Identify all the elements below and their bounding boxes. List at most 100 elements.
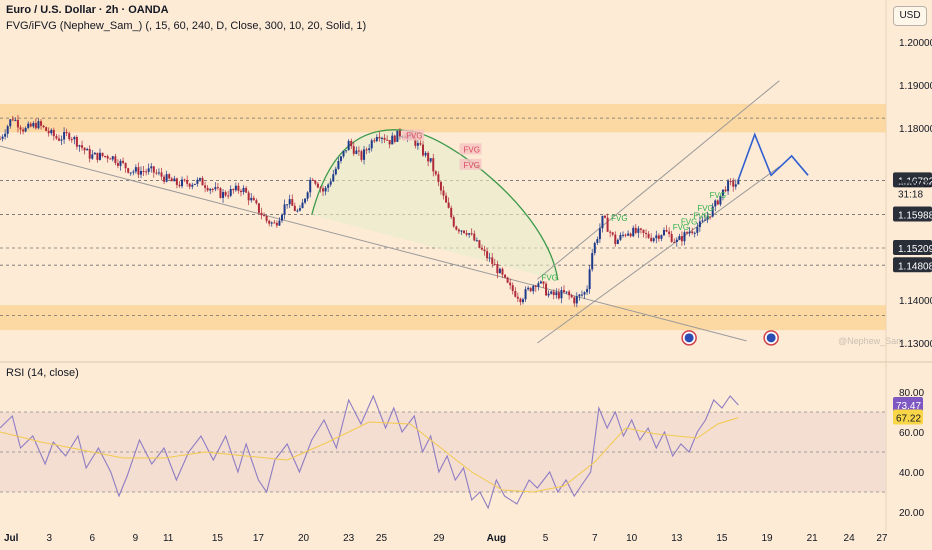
candle-body [98,152,101,160]
candle-body [78,145,81,147]
candle-body [201,178,204,186]
candle-body [227,195,230,197]
price-badge [893,240,932,256]
candle-body [196,179,199,184]
candle-body [465,233,468,235]
candle-body [509,282,512,286]
candle-body [175,178,178,185]
candle-body [47,130,50,134]
candle-body [14,119,17,121]
candle-body [186,180,189,184]
candle-body [40,121,43,126]
candle-body [150,166,153,169]
candle-body [632,227,635,237]
time-tick-label: 25 [376,533,388,544]
candle-body [181,179,184,187]
candle-body [460,230,463,232]
time-tick-label: 29 [433,533,445,544]
price-badge-label: 1.15988 [898,211,932,222]
candle-body [391,135,394,145]
candle-body [580,294,583,296]
fvg-box [459,143,482,155]
candle-body [296,210,299,212]
candle-body [342,150,345,157]
candle-body [463,230,466,234]
candle-body [596,239,599,243]
candle-body [250,197,253,201]
candle-body [696,227,699,233]
candle-body [414,138,417,146]
candle-body [242,187,245,193]
candle-body [586,289,589,293]
rsi-tick-label: 60.00 [899,428,924,439]
candle-body [155,172,158,174]
price-badge [893,257,932,273]
price-tick-label: 1.19000 [899,81,932,92]
candle-body [563,290,566,293]
time-tick-label: 3 [46,533,52,544]
candle-body [445,195,448,203]
candle-body [378,136,381,139]
candle-body [170,178,173,182]
candle-body [106,156,109,159]
chart-title: Euro / U.S. Dollar · 2h · OANDA [6,4,169,16]
candle-body [527,287,530,290]
candle-body [480,247,483,250]
candle-body [27,123,30,128]
candle-body [532,285,535,292]
candle-body [432,158,435,172]
candle-body [206,187,209,191]
candle-body [370,140,373,149]
candle-body [675,239,678,242]
candle-body [704,219,707,221]
candle-body [63,131,66,140]
candle-body [334,168,337,175]
candle-body [373,140,376,142]
candle-body [239,190,242,193]
candle-body [281,214,284,221]
time-tick-label: 11 [163,533,174,544]
candle-body [701,220,704,222]
candle-body [91,154,94,159]
candle-body [86,148,89,151]
candle-body [265,216,268,221]
indicator-legend[interactable]: FVG/iFVG (Nephew_Sam_) (, 15, 60, 240, D… [6,20,367,32]
currency-button[interactable]: USD [893,6,927,26]
rsi-legend[interactable]: RSI (14, close) [6,367,79,379]
candle-body [70,139,73,141]
candle-body [101,152,104,157]
candle-body [468,233,471,235]
fvg-label: FVG [611,214,627,223]
candle-body [88,148,91,159]
candle-body [65,131,68,134]
candle-body [616,239,619,244]
candle-body [45,127,48,131]
candle-body [42,125,45,128]
candle-body [668,231,671,235]
price-tick-label: 1.14000 [899,296,932,307]
candles[interactable] [0,115,740,308]
descending-trendline [0,145,747,342]
candle-body [32,123,35,127]
fvg-label: FVG [406,132,422,141]
fvg-label: FVG [693,212,709,221]
candle-body [306,192,309,199]
candle-body [237,185,240,191]
candle-body [114,156,117,164]
candle-body [398,130,401,137]
candle-body [565,291,568,293]
price-tick-label: 1.20000 [899,38,932,49]
candle-body [222,192,225,198]
candle-body [516,296,519,299]
candle-body [665,229,668,232]
candle-body [737,179,740,185]
candle-body [424,152,427,156]
candle-body [311,179,314,181]
rsi-ma-line [0,417,739,493]
candle-body [109,158,112,160]
candle-body [455,226,458,230]
candle-body [122,160,125,163]
candle-body [506,277,509,283]
candle-body [301,202,304,209]
